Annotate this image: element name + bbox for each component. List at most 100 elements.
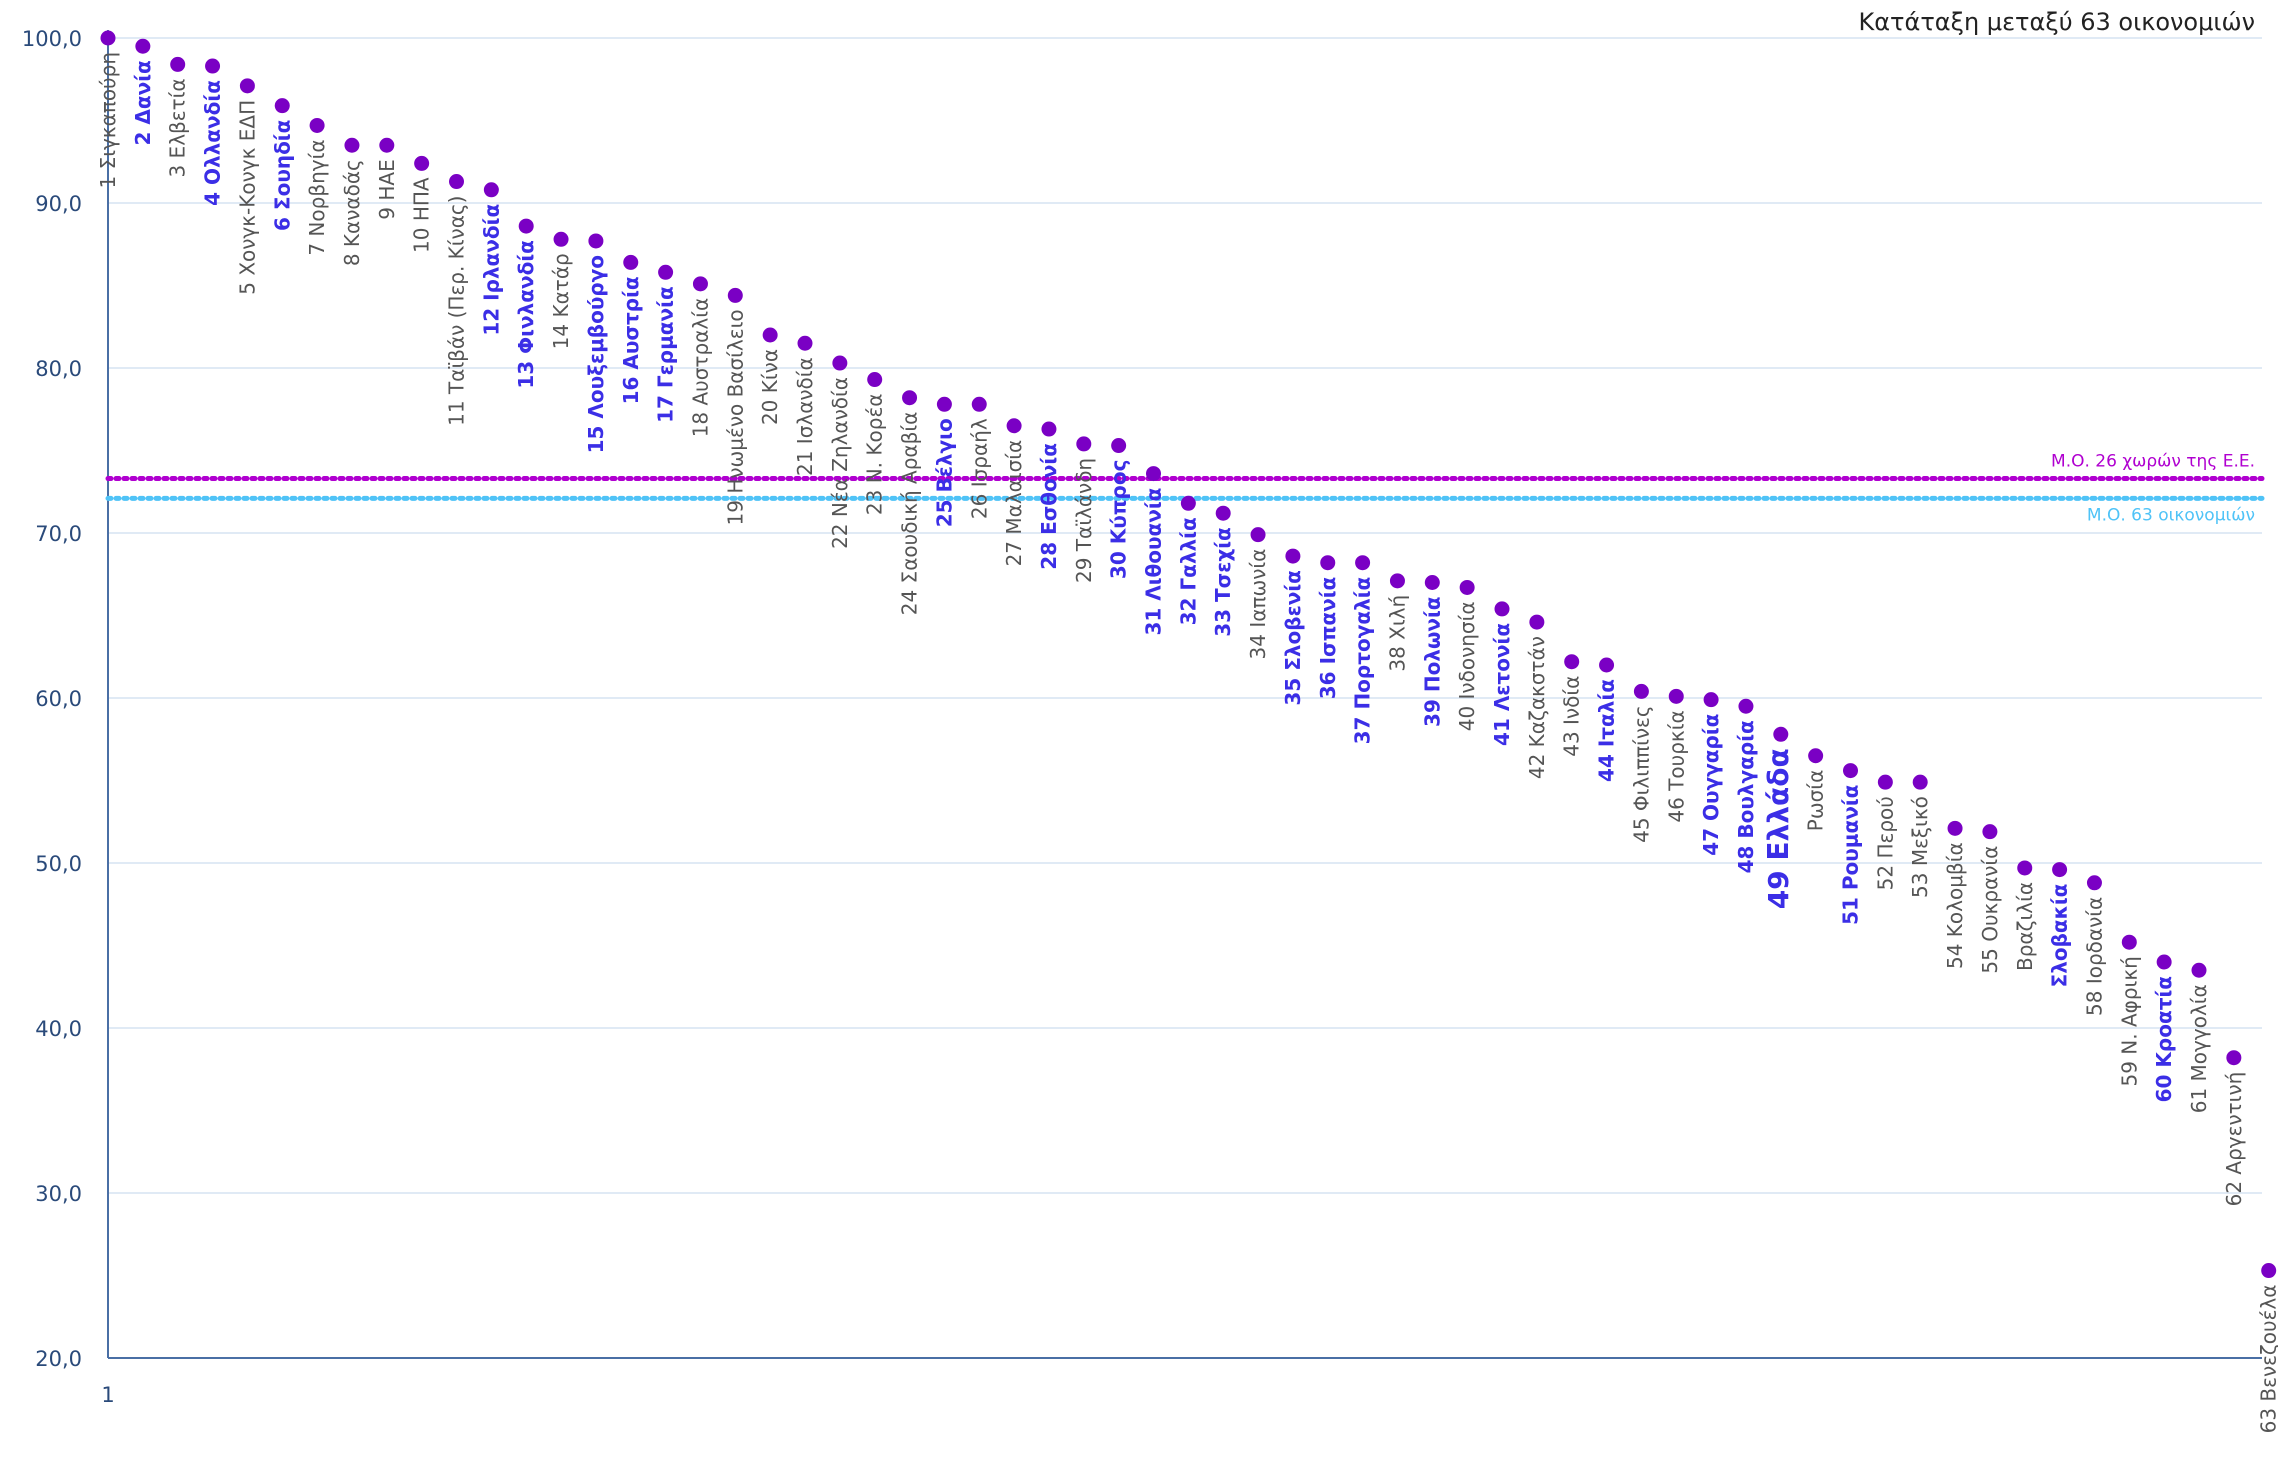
data-point <box>135 38 151 54</box>
point-label: Σλοβακία <box>2048 884 2072 988</box>
data-point <box>1285 548 1301 564</box>
data-point <box>2191 962 2207 978</box>
data-point <box>1633 683 1649 699</box>
point-label: 22 Νέα Ζηλανδία <box>828 377 852 549</box>
point-label: 18 Αυστραλία <box>688 298 712 437</box>
grid-lines <box>108 37 2262 1194</box>
data-point <box>867 372 883 388</box>
point-label: 53 Μεξικό <box>1908 796 1932 898</box>
chart-title: Κατάταξη μεταξύ 63 οικονομιών <box>1858 8 2255 36</box>
point-label: 13 Φινλανδία <box>514 240 538 389</box>
data-point <box>1389 573 1405 589</box>
data-point <box>1355 555 1371 571</box>
data-points <box>100 30 2277 1279</box>
data-point <box>1877 774 1893 790</box>
data-point <box>1738 698 1754 714</box>
point-label: 8 Καναδάς <box>340 159 364 266</box>
point-label: 6 Σουηδία <box>270 120 294 231</box>
x-tick-label: 1 <box>101 1383 114 1407</box>
data-point <box>2156 954 2172 970</box>
point-label: 19 Ηνωμένο Βασίλειο <box>723 309 747 525</box>
data-point <box>658 264 674 280</box>
point-label: 35 Σλοβενία <box>1281 570 1305 705</box>
data-point <box>797 335 813 351</box>
data-point <box>2052 862 2068 878</box>
data-point <box>449 174 464 190</box>
data-point <box>379 137 395 153</box>
point-label: 43 Ινδία <box>1560 676 1584 757</box>
point-label: 30 Κύπρος <box>1107 460 1131 580</box>
data-point <box>902 390 918 406</box>
data-point <box>2086 875 2102 891</box>
data-point <box>2261 1263 2277 1279</box>
data-point <box>1599 657 1615 673</box>
point-label: 62 Αργεντινή <box>2222 1072 2246 1207</box>
data-point <box>832 355 848 371</box>
point-label: 61 Μογγολία <box>2187 984 2211 1113</box>
y-tick-label: 60,0 <box>35 687 82 711</box>
point-label: Βραζιλία <box>2013 882 2037 971</box>
data-point <box>2226 1050 2242 1066</box>
point-label: 34 Ιαπωνία <box>1246 549 1270 660</box>
reference-line-label: Μ.Ο. 63 οικονομιών <box>2087 505 2255 525</box>
data-point <box>1076 436 1092 452</box>
data-point <box>309 117 325 133</box>
point-label: 31 Λιθουανία <box>1142 488 1166 636</box>
point-label: 15 Λουξεμβούργο <box>584 255 608 453</box>
data-point <box>274 98 290 114</box>
data-point <box>623 254 639 270</box>
y-tick-label: 90,0 <box>35 192 82 216</box>
point-label: 4 Ολλανδία <box>201 80 225 206</box>
point-label: 16 Αυστρία <box>619 276 643 404</box>
point-label: 39 Πολωνία <box>1420 597 1444 727</box>
data-point <box>1668 688 1684 704</box>
point-label: 10 ΗΠΑ <box>410 177 434 253</box>
reference-lines: Μ.Ο. 26 χωρών της Ε.Ε. Μ.Ο. 63 οικονομιών <box>105 452 2265 525</box>
point-label: 32 Γαλλία <box>1176 517 1200 625</box>
y-tick-label: 100,0 <box>22 27 82 51</box>
y-tick-label: 30,0 <box>35 1182 82 1206</box>
point-label: 25 Βέλγιο <box>932 418 956 527</box>
point-label: 48 Βουλγαρία <box>1734 720 1758 873</box>
point-label: 5 Χονγκ-Κονγκ ΕΔΠ <box>235 100 259 295</box>
point-label: 11 Ταϊβάν (Περ. Κίνας) <box>445 196 469 426</box>
data-point <box>239 78 255 94</box>
data-point <box>971 396 987 412</box>
y-tick-label: 20,0 <box>35 1347 82 1371</box>
point-label: 20 Κίνα <box>758 349 782 425</box>
point-label: 45 Φιλιππίνες <box>1629 705 1653 843</box>
y-tick-label: 70,0 <box>35 522 82 546</box>
data-point <box>1703 692 1719 708</box>
point-label: 47 Ουγγαρία <box>1699 714 1723 856</box>
data-point <box>1808 748 1824 764</box>
point-label: 7 Νορβηγία <box>305 139 329 255</box>
y-tick-label: 80,0 <box>35 357 82 381</box>
point-label: 52 Περού <box>1873 796 1897 890</box>
data-point <box>692 276 708 292</box>
point-label: 54 Κολομβία <box>1943 842 1967 969</box>
data-point <box>727 287 743 303</box>
point-label: 49 Ελλάδα <box>1762 748 1795 909</box>
y-tick-label: 50,0 <box>35 852 82 876</box>
data-point <box>170 56 186 72</box>
data-point <box>1947 820 1963 836</box>
data-point <box>205 58 221 74</box>
data-point <box>588 233 604 249</box>
point-label: 23 Ν. Κορέα <box>863 394 887 516</box>
point-label: 58 Ιορδανία <box>2082 897 2106 1016</box>
point-label: 36 Ισπανία <box>1316 577 1340 700</box>
data-point <box>1424 575 1440 590</box>
data-point <box>414 155 430 171</box>
data-point <box>936 396 952 412</box>
data-point <box>1146 466 1161 482</box>
data-point <box>2017 860 2033 876</box>
point-label: 63 Βενεζουέλα <box>2257 1285 2278 1434</box>
point-labels: 1 Σιγκαπούρη 2 Δανία 3 Ελβετία 4 Ολλανδία 5 … <box>96 52 2278 1433</box>
point-label: Ρωσία <box>1804 770 1828 831</box>
data-point <box>344 137 360 153</box>
data-point <box>553 231 569 247</box>
point-label: 37 Πορτογαλία <box>1351 577 1375 745</box>
data-point <box>1111 438 1127 454</box>
point-label: 51 Ρουμανία <box>1839 785 1863 925</box>
